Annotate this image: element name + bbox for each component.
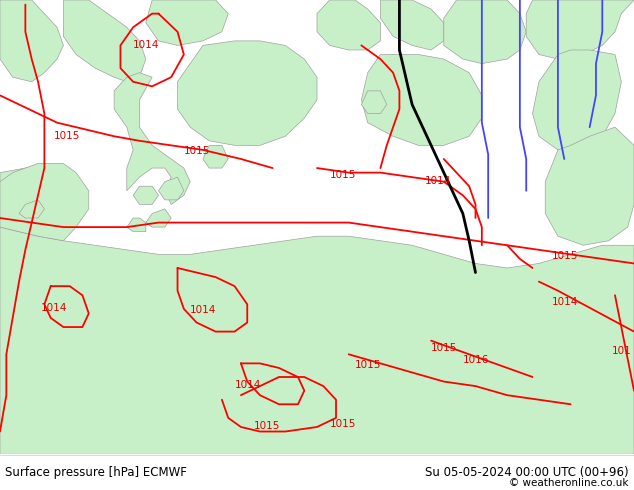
Polygon shape <box>158 177 184 200</box>
Polygon shape <box>127 218 146 232</box>
Text: 1015: 1015 <box>431 343 458 353</box>
Text: 101: 101 <box>612 346 631 356</box>
Text: 1015: 1015 <box>330 170 356 180</box>
Text: 1014: 1014 <box>41 303 68 313</box>
Polygon shape <box>0 0 63 82</box>
Polygon shape <box>545 127 634 245</box>
Polygon shape <box>0 227 634 454</box>
Text: 1014: 1014 <box>133 40 160 49</box>
Polygon shape <box>146 209 171 227</box>
Polygon shape <box>133 186 158 204</box>
Text: 1014: 1014 <box>425 176 451 186</box>
Polygon shape <box>526 0 634 59</box>
Text: 1014: 1014 <box>235 380 261 391</box>
Polygon shape <box>380 0 444 50</box>
Text: 1014: 1014 <box>552 297 578 307</box>
Polygon shape <box>0 164 89 241</box>
Polygon shape <box>114 73 190 204</box>
Polygon shape <box>0 164 76 218</box>
Polygon shape <box>203 146 228 168</box>
Text: 1015: 1015 <box>330 419 356 429</box>
Polygon shape <box>146 0 228 46</box>
Polygon shape <box>444 0 526 64</box>
Polygon shape <box>317 0 380 50</box>
Polygon shape <box>19 200 44 218</box>
Text: 1016: 1016 <box>463 355 489 366</box>
Polygon shape <box>63 0 146 82</box>
Text: Su 05-05-2024 00:00 UTC (00+96): Su 05-05-2024 00:00 UTC (00+96) <box>425 466 629 479</box>
Text: Surface pressure [hPa] ECMWF: Surface pressure [hPa] ECMWF <box>5 466 187 479</box>
Polygon shape <box>361 54 482 146</box>
Text: 1015: 1015 <box>552 251 578 261</box>
Polygon shape <box>178 41 317 146</box>
Text: 1015: 1015 <box>355 360 382 370</box>
Text: 1014: 1014 <box>190 305 217 316</box>
Text: 1015: 1015 <box>254 421 280 431</box>
Text: 1015: 1015 <box>184 147 210 156</box>
Polygon shape <box>361 91 387 114</box>
Text: © weatheronline.co.uk: © weatheronline.co.uk <box>510 478 629 488</box>
Text: 1015: 1015 <box>54 130 81 141</box>
Polygon shape <box>533 50 621 150</box>
